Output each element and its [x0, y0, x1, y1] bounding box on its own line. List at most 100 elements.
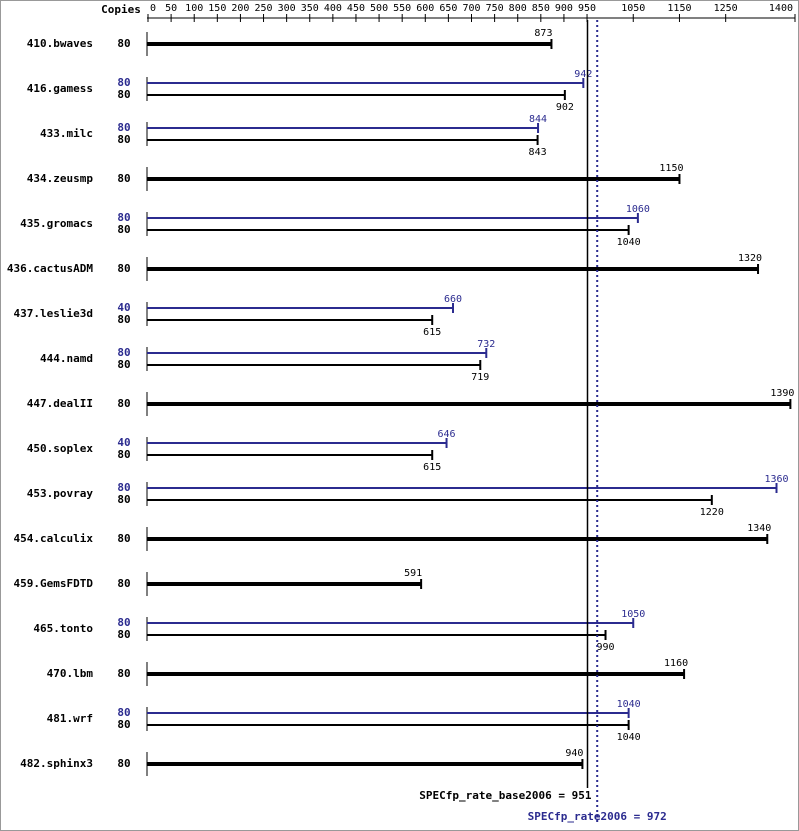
bar: [147, 42, 552, 46]
bar: [147, 622, 634, 624]
x-tick-label: 300: [278, 3, 296, 14]
value-label: 1360: [764, 474, 788, 485]
x-tick-label: 800: [509, 3, 527, 14]
bar: [147, 724, 629, 726]
copies-label: 80: [117, 493, 130, 506]
copies-label: 80: [117, 481, 130, 494]
bar: [147, 352, 487, 354]
bar: [147, 139, 538, 141]
x-tick-label: 850: [532, 3, 550, 14]
copies-label: 40: [117, 436, 130, 449]
category-label: 444.namd: [40, 352, 93, 365]
bar: [147, 442, 447, 444]
x-tick-label: 450: [347, 3, 365, 14]
value-label: 873: [534, 28, 552, 39]
category-label: 435.gromacs: [20, 217, 93, 230]
category-label: 465.tonto: [33, 622, 93, 635]
bar: [147, 217, 638, 219]
value-label: 1040: [617, 237, 641, 248]
reference-label: SPECfp_rate2006 = 972: [528, 810, 667, 823]
value-label: 615: [423, 327, 441, 338]
x-tick-label: 1150: [667, 3, 691, 14]
bar: [147, 487, 777, 489]
bar: [147, 267, 759, 271]
copies-label: 80: [117, 121, 130, 134]
category-label: 450.soplex: [27, 442, 94, 455]
category-label: 459.GemsFDTD: [14, 577, 94, 590]
copies-label: 40: [117, 301, 130, 314]
value-label: 1320: [738, 253, 762, 264]
x-tick-label: 1250: [714, 3, 738, 14]
bar: [147, 634, 606, 636]
bar: [147, 82, 584, 84]
copies-label: 80: [117, 211, 130, 224]
bar: [147, 537, 768, 541]
copies-label: 80: [117, 628, 130, 641]
reference-label: SPECfp_rate_base2006 = 951: [419, 789, 592, 802]
value-label: 1160: [664, 658, 688, 669]
bar: [147, 307, 454, 309]
value-label: 615: [423, 462, 441, 473]
copies-label: 80: [117, 616, 130, 629]
bar: [147, 319, 433, 321]
x-tick-label: 550: [393, 3, 411, 14]
category-label: 437.leslie3d: [14, 307, 93, 320]
value-label: 940: [565, 748, 583, 759]
category-label: 416.gamess: [27, 82, 93, 95]
copies-label: 80: [117, 532, 130, 545]
category-label: 482.sphinx3: [20, 757, 93, 770]
category-label: 434.zeusmp: [27, 172, 94, 185]
x-tick-label: 600: [416, 3, 434, 14]
value-label: 1060: [626, 204, 650, 215]
value-label: 942: [574, 69, 592, 80]
x-tick-label: 1400: [769, 3, 793, 14]
category-label: 470.lbm: [47, 667, 94, 680]
category-label: 433.milc: [40, 127, 93, 140]
value-label: 1040: [617, 732, 641, 743]
category-label: 453.povray: [27, 487, 94, 500]
copies-label: 80: [117, 706, 130, 719]
bar: [147, 499, 712, 501]
copies-label: 80: [117, 718, 130, 731]
bar: [147, 712, 629, 714]
value-label: 844: [529, 114, 547, 125]
x-tick-label: 750: [486, 3, 504, 14]
copies-label: 80: [117, 37, 130, 50]
bar: [147, 582, 422, 586]
x-tick-label: 500: [370, 3, 388, 14]
x-tick-label: 700: [462, 3, 480, 14]
copies-label: 80: [117, 313, 130, 326]
x-tick-label: 650: [439, 3, 457, 14]
bar: [147, 229, 629, 231]
x-tick-label: 0: [150, 3, 156, 14]
copies-label: 80: [117, 667, 130, 680]
category-label: 410.bwaves: [27, 37, 93, 50]
category-label: 454.calculix: [14, 532, 94, 545]
value-label: 1050: [621, 609, 645, 620]
value-label: 732: [477, 339, 495, 350]
copies-label: 80: [117, 223, 130, 236]
x-tick-label: 150: [208, 3, 226, 14]
copies-label: 80: [117, 448, 130, 461]
x-tick-label: 250: [255, 3, 273, 14]
copies-label: 80: [117, 76, 130, 89]
bar: [147, 364, 481, 366]
x-tick-label: 400: [324, 3, 342, 14]
copies-label: 80: [117, 262, 130, 275]
value-label: 1040: [617, 699, 641, 710]
value-label: 646: [438, 429, 456, 440]
value-label: 1220: [700, 507, 724, 518]
x-tick-label: 200: [231, 3, 249, 14]
value-label: 990: [596, 642, 614, 653]
copies-label: 80: [117, 88, 130, 101]
x-tick-label: 1050: [621, 3, 645, 14]
copies-header: Copies: [101, 3, 141, 16]
x-tick-label: 900: [555, 3, 573, 14]
value-label: 1150: [659, 163, 683, 174]
copies-label: 80: [117, 358, 130, 371]
x-tick-label: 950: [578, 3, 596, 14]
category-label: 436.cactusADM: [7, 262, 93, 275]
value-label: 1340: [747, 523, 771, 534]
